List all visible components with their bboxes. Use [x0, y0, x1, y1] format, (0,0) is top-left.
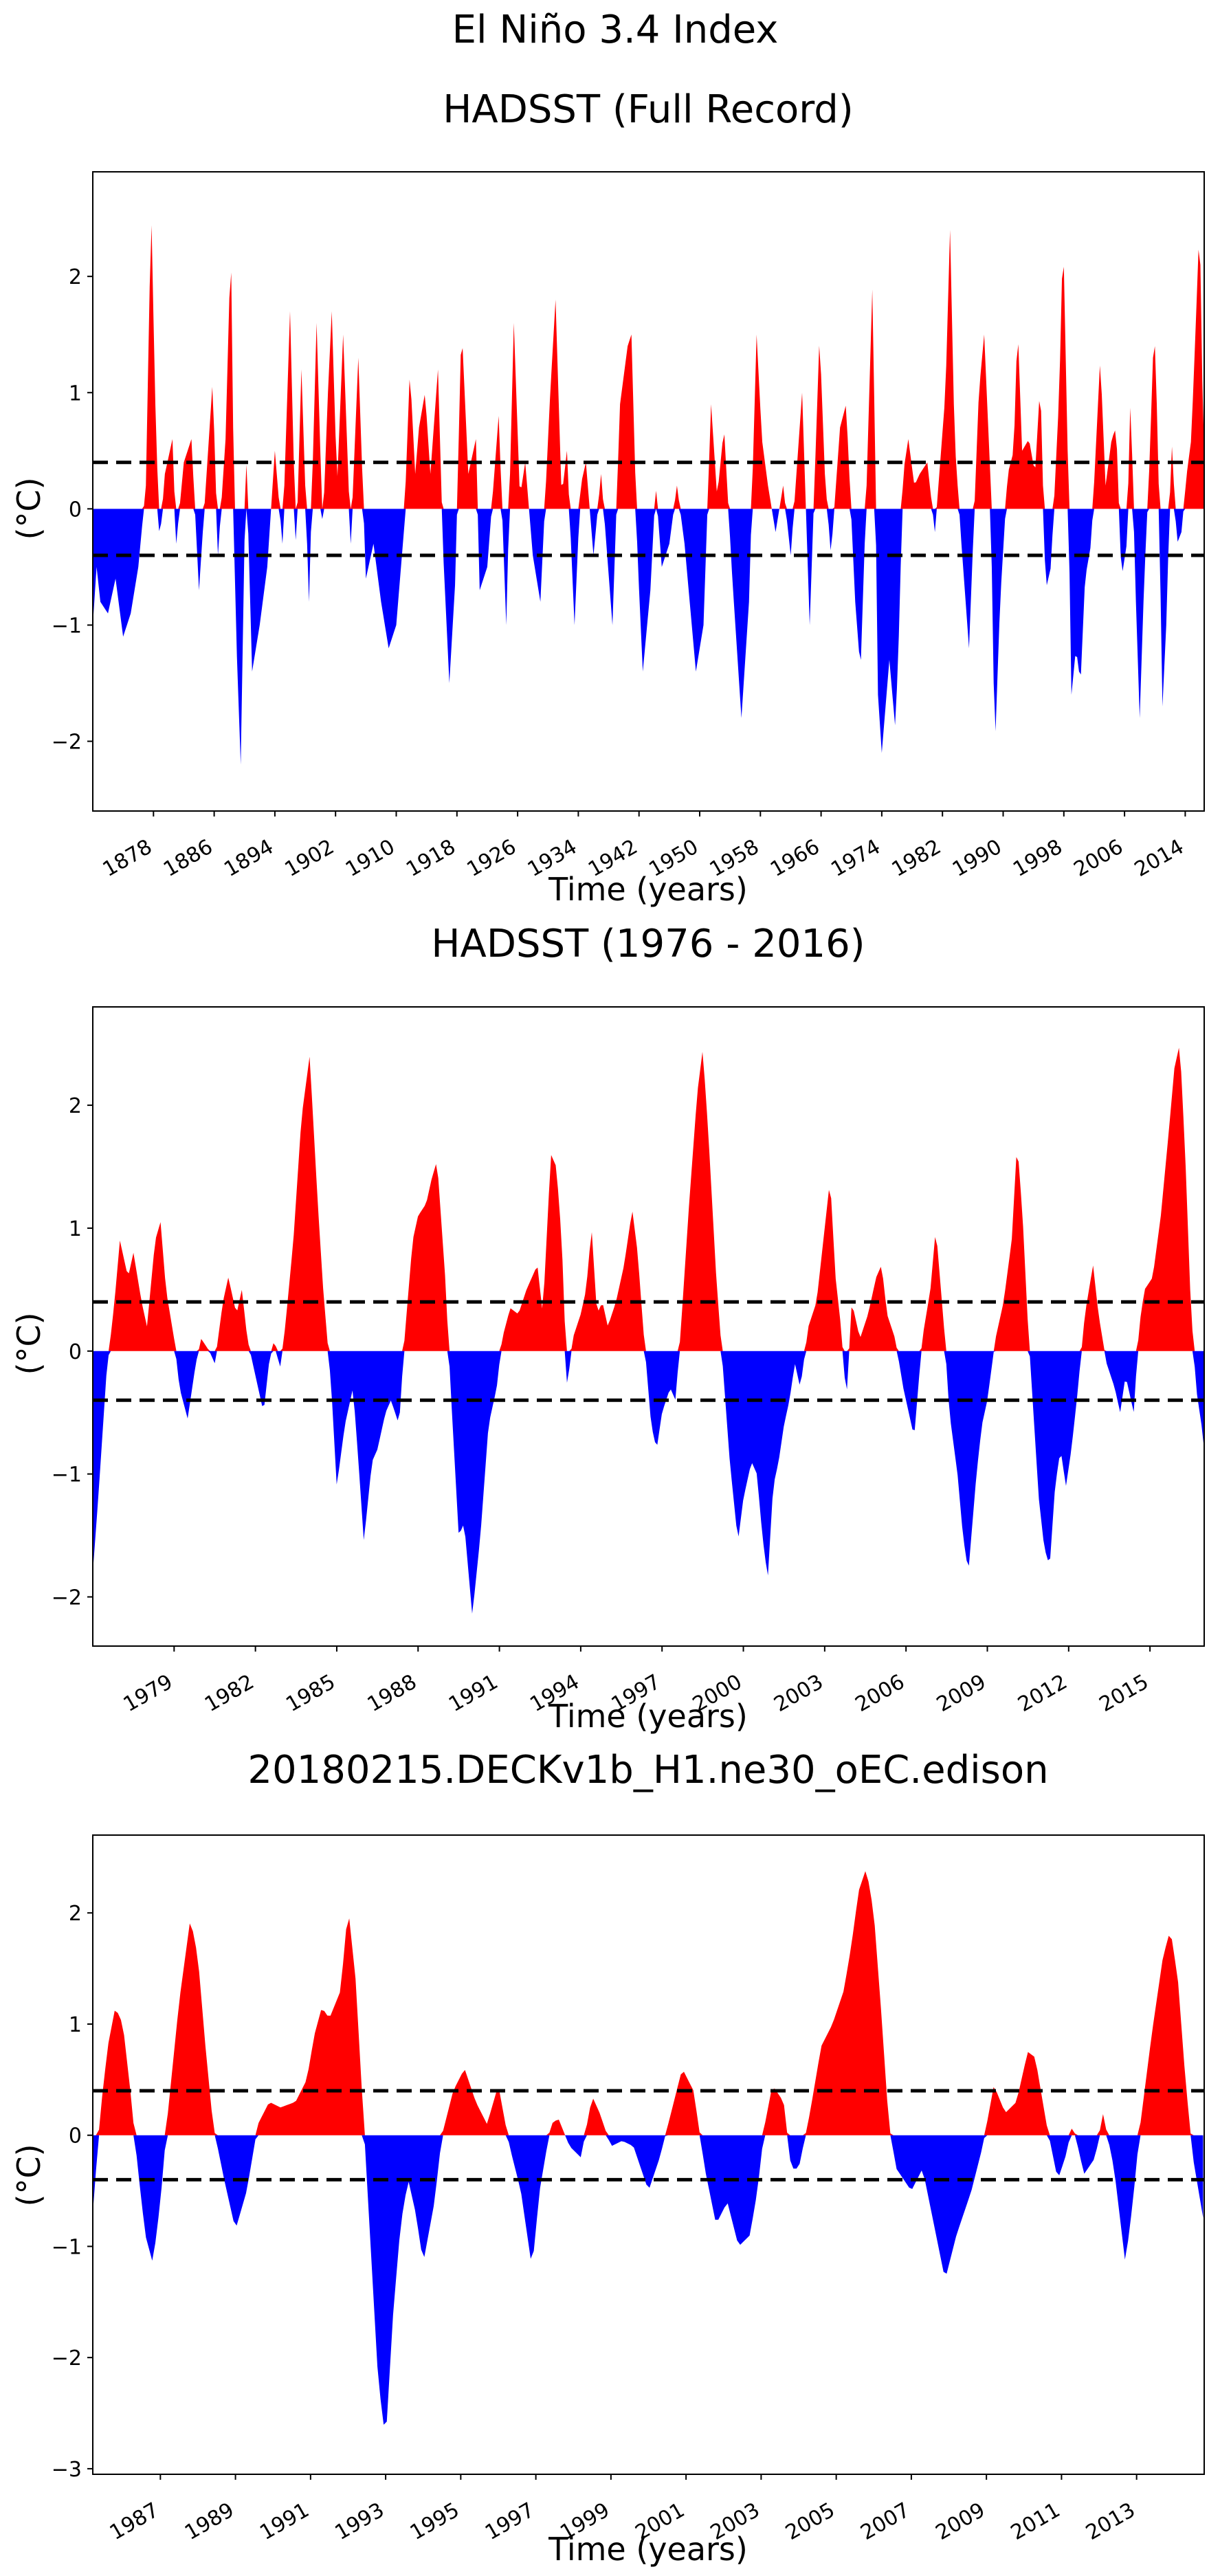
panel-title: HADSST (Full Record) [443, 87, 853, 132]
y-axis-label: (°C) [10, 477, 47, 540]
positive-anomaly-area [93, 225, 1204, 509]
negative-anomaly-area [93, 2135, 1204, 2425]
y-axis-label: (°C) [10, 2144, 47, 2206]
y-tick-label: −1 [52, 2235, 82, 2259]
figure-title: El Niño 3.4 Index [452, 8, 779, 52]
panel-title: HADSST (1976 - 2016) [431, 922, 865, 966]
data-layer [93, 1871, 1204, 2425]
y-tick-label: −1 [52, 614, 82, 638]
x-axis-label: Time (years) [548, 1698, 748, 1735]
data-layer [93, 225, 1204, 765]
negative-anomaly-area [93, 1351, 1204, 1614]
y-tick-label: 1 [69, 1217, 82, 1241]
positive-anomaly-area [93, 1871, 1204, 2135]
axes-frame [92, 171, 1205, 812]
axes-frame [92, 1006, 1205, 1647]
y-tick-label: −3 [52, 2458, 82, 2482]
y-tick-label: 2 [69, 265, 82, 289]
y-axis-label: (°C) [10, 1312, 47, 1375]
y-tick-label: −2 [52, 731, 82, 755]
y-tick-label: 0 [69, 1340, 82, 1364]
panel-title: 20180215.DECKv1b_H1.ne30_oEC.edison [247, 1748, 1048, 1792]
y-tick-label: 2 [69, 1094, 82, 1118]
y-tick-label: 1 [69, 2013, 82, 2037]
y-tick-label: −2 [52, 1586, 82, 1610]
data-layer [93, 1047, 1204, 1614]
axes-frame [92, 1834, 1205, 2475]
negative-anomaly-area [93, 509, 1204, 765]
y-tick-label: 2 [69, 1902, 82, 1926]
y-tick-label: −1 [52, 1463, 82, 1487]
y-tick-label: 0 [69, 498, 82, 522]
y-tick-label: −2 [52, 2346, 82, 2370]
y-tick-label: 0 [69, 2124, 82, 2148]
y-tick-label: 1 [69, 381, 82, 406]
x-axis-label: Time (years) [548, 871, 748, 908]
x-axis-label: Time (years) [548, 2531, 748, 2568]
positive-anomaly-area [93, 1047, 1204, 1351]
